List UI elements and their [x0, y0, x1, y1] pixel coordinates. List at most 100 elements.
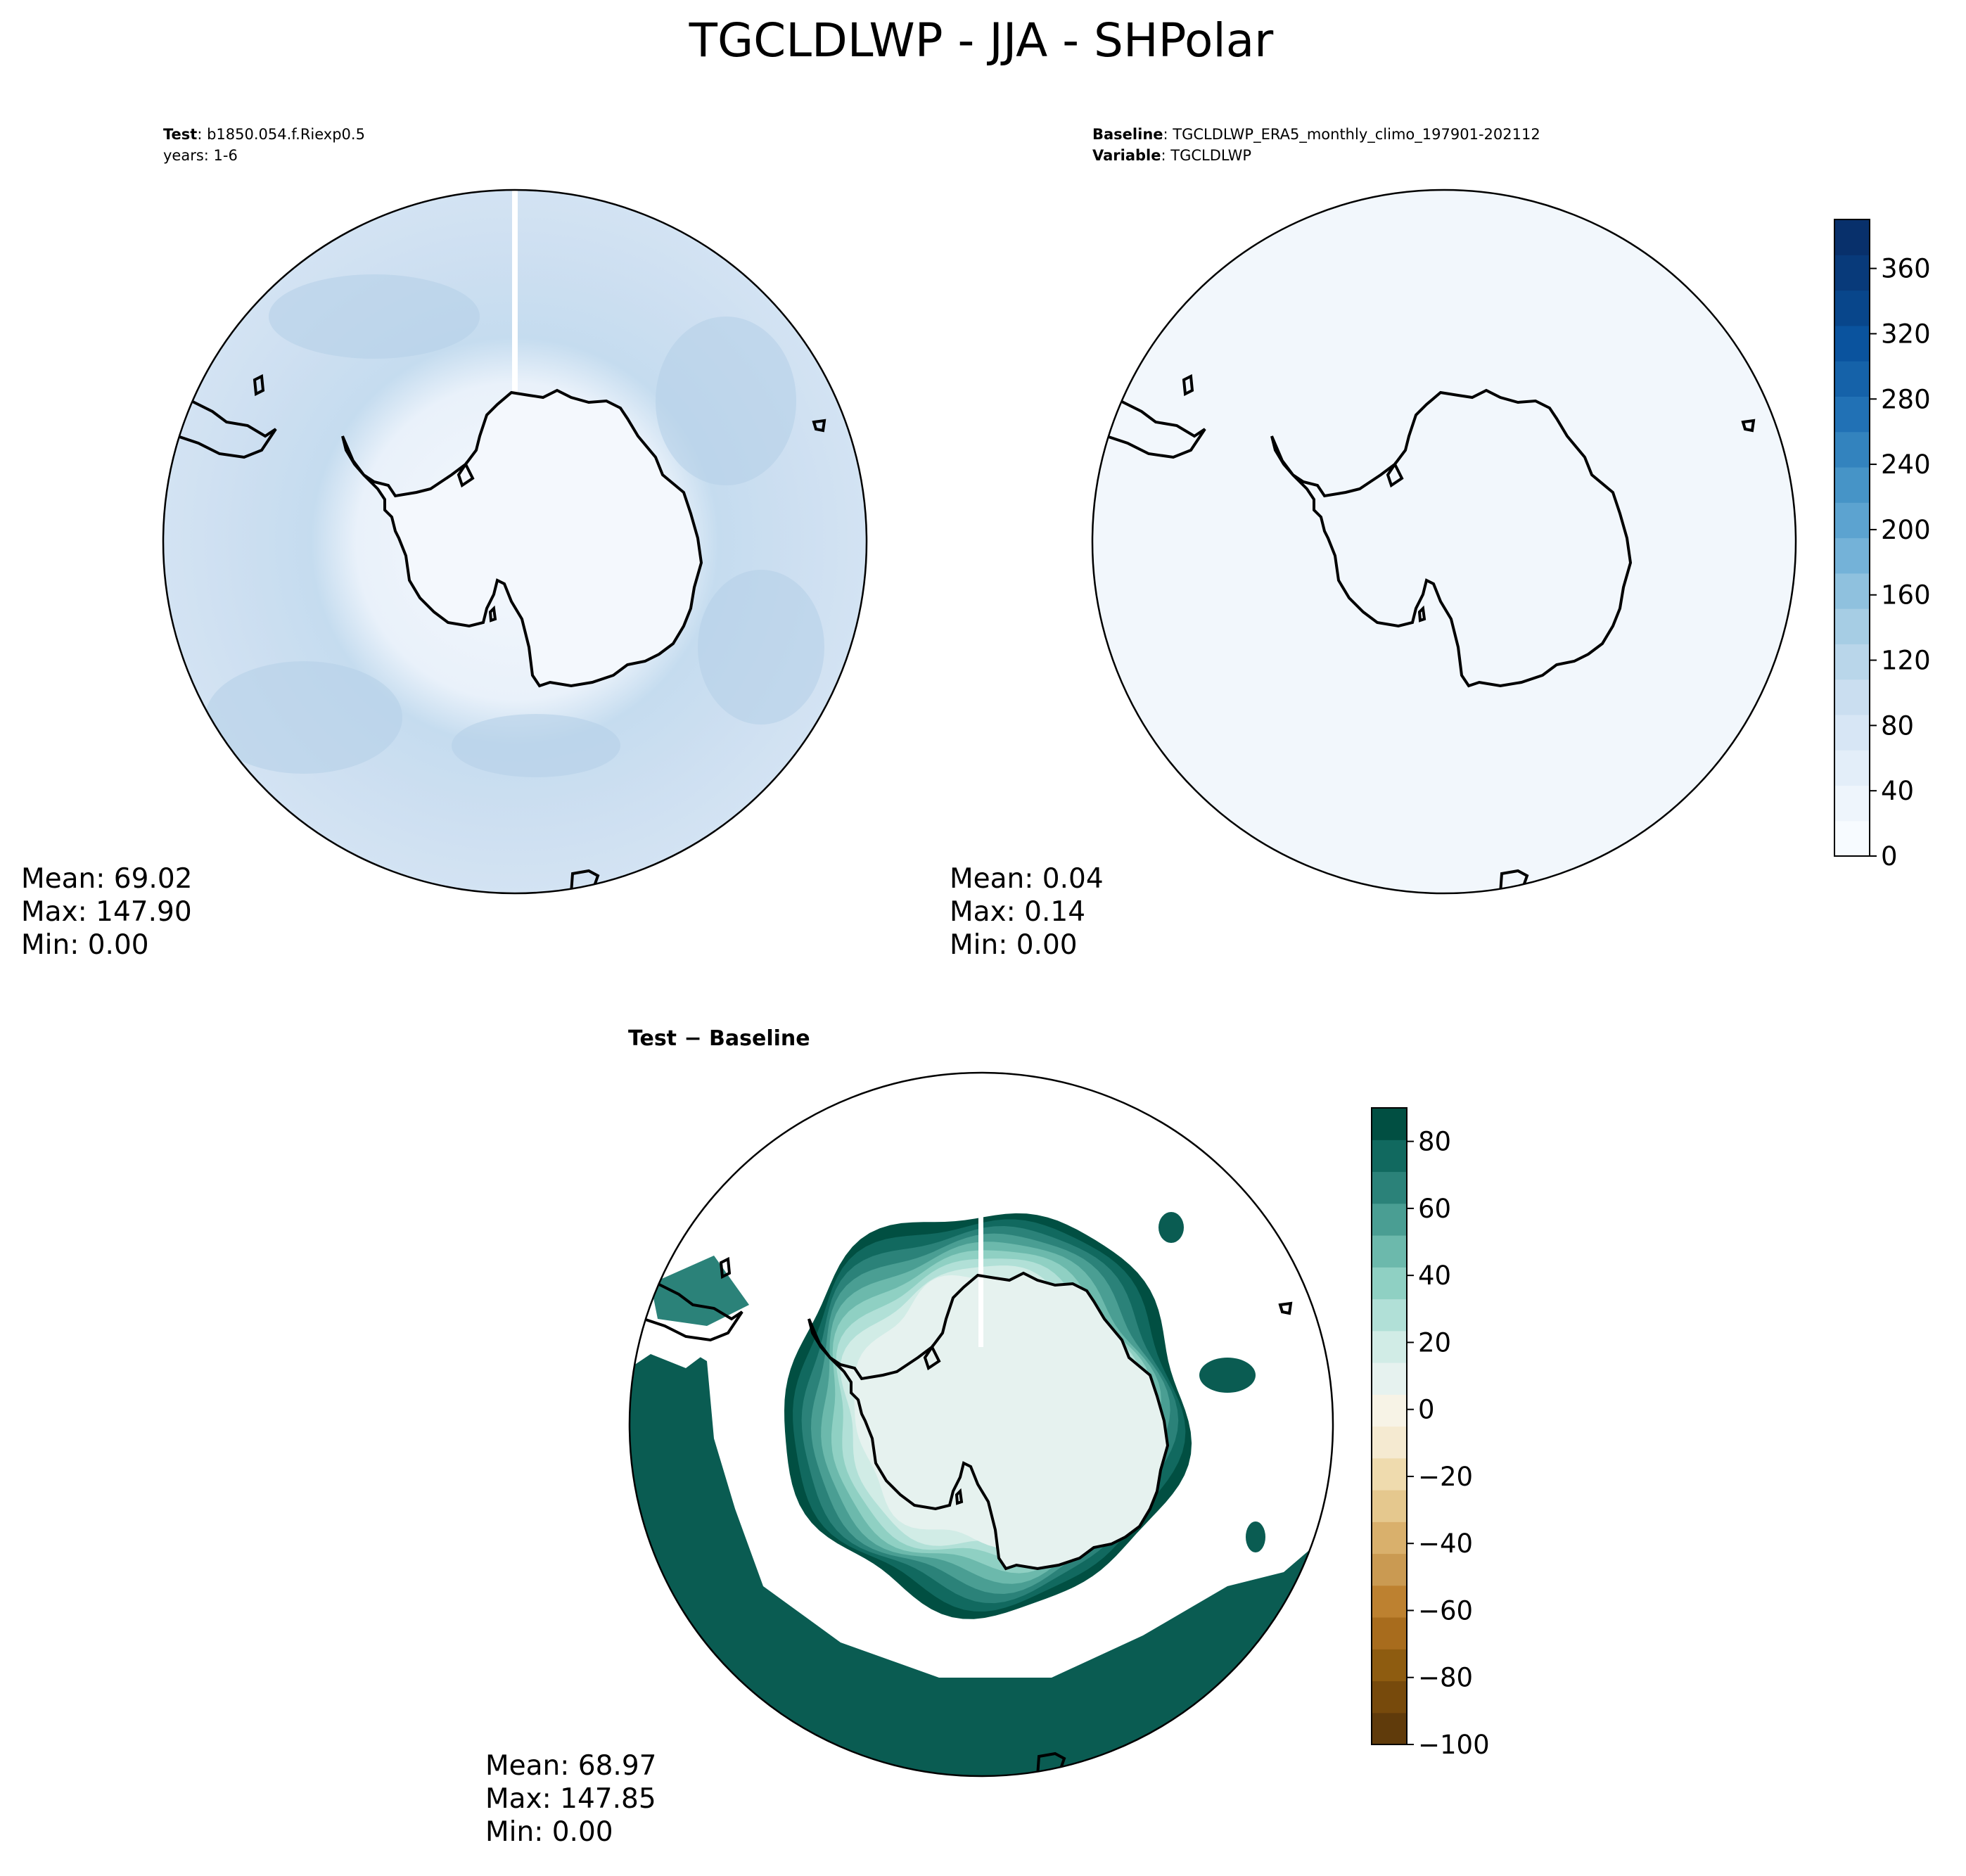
colorbar-segment — [1372, 1649, 1407, 1682]
colorbar-diff: −100 −80 −60 −40 −20 0 20 40 60 80 — [1371, 1107, 1490, 1760]
colorbar-segment — [1834, 219, 1870, 255]
panel-header-line: Test − Baseline — [628, 1026, 810, 1051]
field-blob — [698, 570, 824, 725]
colorbar-segment — [1372, 1330, 1407, 1363]
stat-mean: Mean: 68.97 — [485, 1750, 656, 1782]
diff-blob — [1246, 1521, 1265, 1552]
diff-outer-band — [630, 1340, 1333, 1776]
map-boundary — [628, 1071, 1334, 1778]
diff-blob — [1199, 1358, 1256, 1393]
diff-blob — [1158, 1212, 1184, 1243]
colorbar-segment — [1372, 1712, 1407, 1745]
colorbar-segment — [1834, 290, 1870, 326]
panel-header-line: years: 1-6 — [163, 147, 238, 164]
colorbar-segment — [1372, 1617, 1407, 1650]
stat-max: Max: 147.90 — [21, 896, 192, 928]
colorbar-segment — [1834, 750, 1870, 786]
colorbar-tick-label: −20 — [1418, 1462, 1473, 1492]
missing-data-seam — [978, 1199, 983, 1347]
colorbar-segment — [1372, 1171, 1407, 1204]
panel-header-value: : b1850.054.f.Riexp0.5 — [197, 126, 365, 143]
colorbar-segment — [1834, 466, 1870, 503]
stat-max: Max: 147.85 — [485, 1783, 656, 1815]
panel-header-value: years: 1-6 — [163, 147, 238, 164]
field-fill — [1092, 190, 1796, 893]
colorbar-frame — [1834, 219, 1870, 857]
figure-title: TGCLDLWP - JJA - SHPolar — [689, 13, 1275, 68]
colorbar-tick-label: 80 — [1881, 710, 1914, 741]
colorbar-segment — [1372, 1521, 1407, 1555]
colorbar-segment — [1834, 714, 1870, 751]
colorbar-tick-label: 240 — [1881, 449, 1931, 480]
colorbar-segment — [1834, 644, 1870, 680]
colorbar-tick-label: −100 — [1418, 1730, 1490, 1760]
colorbar-segment — [1372, 1585, 1407, 1618]
colorbar-segment — [1372, 1553, 1407, 1586]
island-coastline — [253, 374, 265, 397]
colorbar-segment — [1834, 820, 1870, 857]
colorbar-tick-label: 280 — [1881, 384, 1931, 414]
colorbar-segment — [1834, 361, 1870, 397]
island-coastline — [1278, 1301, 1293, 1315]
colorbar-tick-label: 20 — [1418, 1327, 1451, 1358]
colorbar-segment — [1834, 785, 1870, 822]
field-blob — [452, 714, 620, 777]
colorbar-segment — [1834, 325, 1870, 362]
stat-min: Min: 0.00 — [21, 929, 149, 961]
island-coastline — [719, 1256, 732, 1280]
colorbar-tick-label: 200 — [1881, 515, 1931, 545]
colorbar-tick-label: −40 — [1418, 1529, 1473, 1559]
colorbar-segment — [1834, 537, 1870, 574]
field-blob — [269, 274, 480, 359]
island-coastline — [923, 1344, 941, 1371]
colorbar-segment — [1372, 1298, 1407, 1332]
field-blob — [656, 317, 796, 485]
panel-header-label: Test — [163, 126, 197, 143]
colorbar-tick-label: 80 — [1418, 1127, 1451, 1157]
panel-header-value: : TGCLDLWP_ERA5_monthly_climo_197901-202… — [1163, 126, 1540, 143]
colorbar-segment — [1372, 1363, 1407, 1395]
colorbar-main: 0 40 80 120 160 200 240 280 320 360 — [1834, 219, 1931, 872]
colorbar-tick-label: 40 — [1881, 776, 1914, 806]
colorbar-tick-label: −60 — [1418, 1595, 1473, 1626]
colorbar-segment — [1834, 573, 1870, 609]
island-coastline — [955, 1488, 964, 1505]
stat-min: Min: 0.00 — [485, 1816, 613, 1848]
colorbar-tick-label: 320 — [1881, 319, 1931, 349]
stat-mean: Mean: 69.02 — [21, 863, 192, 895]
map-boundary — [162, 189, 868, 895]
colorbar-segment — [1834, 396, 1870, 433]
panel-header-label: Baseline — [1092, 126, 1163, 143]
map-boundary — [1091, 189, 1797, 895]
missing-data-seam — [512, 190, 518, 394]
colorbar-segment — [1834, 255, 1870, 291]
colorbar-segment — [1372, 1426, 1407, 1459]
colorbar-segment — [1372, 1140, 1407, 1173]
island-coastline — [812, 419, 826, 433]
panel-header-label: Test − Baseline — [628, 1026, 810, 1051]
colorbar-segment — [1372, 1267, 1407, 1300]
stat-max: Max: 0.14 — [950, 896, 1085, 928]
colorbar-tick-label: −80 — [1418, 1663, 1473, 1693]
colorbar-segment — [1372, 1680, 1407, 1714]
colorbar-segment — [1834, 679, 1870, 715]
colorbar-segment — [1372, 1203, 1407, 1236]
island-coastline — [1386, 461, 1404, 488]
island-coastline — [1417, 605, 1426, 623]
panel-header-label: Variable — [1092, 147, 1161, 164]
colorbar-tick-label: 0 — [1881, 841, 1898, 872]
diff-outer-band — [651, 1256, 749, 1326]
colorbar-segment — [1372, 1235, 1407, 1268]
colorbar-tick-label: 0 — [1418, 1395, 1435, 1425]
map-panel-difference — [628, 1071, 1334, 1778]
colorbar-segment — [1372, 1490, 1407, 1522]
stat-mean: Mean: 0.04 — [950, 863, 1104, 895]
map-panel-baseline — [1091, 189, 1797, 895]
panel-header-value: : TGCLDLWP — [1161, 147, 1251, 164]
island-coastline — [1741, 419, 1756, 433]
panel-header-line: Test: b1850.054.f.Riexp0.5 — [163, 126, 365, 143]
colorbar-tick-label: 360 — [1881, 254, 1931, 284]
map-panel-test — [162, 189, 868, 895]
colorbar-segment — [1834, 431, 1870, 468]
colorbar-segment — [1372, 1108, 1407, 1140]
